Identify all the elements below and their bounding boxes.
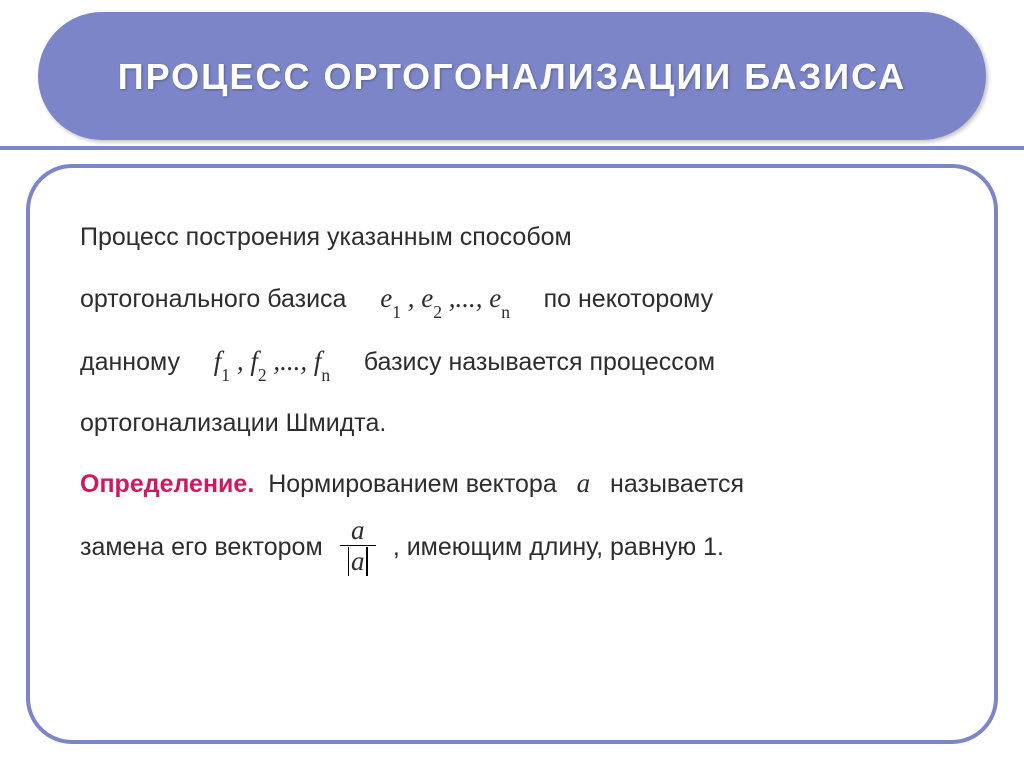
text-line-3b: базису называется процессом [364,348,715,376]
fraction-numerator: a [340,516,376,545]
abs-bar-right [366,547,367,575]
abs-bar-left [348,547,349,575]
math-sub: 1 [221,365,230,385]
content-frame: Процесс построения указанным способом ор… [26,164,998,744]
text-line-6a: замена его вектором [80,533,323,561]
body-text: Процесс построения указанным способом ор… [80,208,954,581]
text-line-5b: называется [610,470,744,498]
text-line-6b: , имеющим длину, равную 1. [393,533,724,561]
text-line-2a: ортогонального базиса [80,285,346,313]
math-sub: n [321,365,330,385]
text-line-3a: данному [80,348,180,376]
abs-inner: a [351,547,365,575]
math-sym: e [489,283,501,313]
text-line-1: Процесс построения указанным способом [80,223,572,251]
text-line-5a: Нормированием вектора [268,470,557,498]
math-e-sequence: e1 , e2 ,..., en [380,283,517,313]
math-sym: e [380,283,392,313]
abs-value: a [346,547,370,575]
text-line-2b: по некоторому [544,285,714,313]
math-fraction: a a [340,516,376,581]
text-line-4: ортогонализации Шмидта. [80,409,386,437]
math-sym: e [421,283,433,313]
math-sym: f [250,346,258,376]
fraction-denominator: a [340,545,376,581]
title-underline [0,146,1024,150]
math-sub: 2 [433,302,442,322]
math-a: a [577,468,591,498]
math-sub: n [501,302,510,322]
slide: ПРОЦЕСС ОРТОГОНАЛИЗАЦИИ БАЗИСА Процесс п… [0,0,1024,768]
math-f-sequence: f1 , f2 ,..., fn [214,346,337,376]
math-sub: 2 [258,365,267,385]
math-sub: 1 [392,302,401,322]
slide-title: ПРОЦЕСС ОРТОГОНАЛИЗАЦИИ БАЗИСА [118,54,907,99]
title-band: ПРОЦЕСС ОРТОГОНАЛИЗАЦИИ БАЗИСА [38,12,986,140]
definition-label: Определение. [80,470,254,498]
